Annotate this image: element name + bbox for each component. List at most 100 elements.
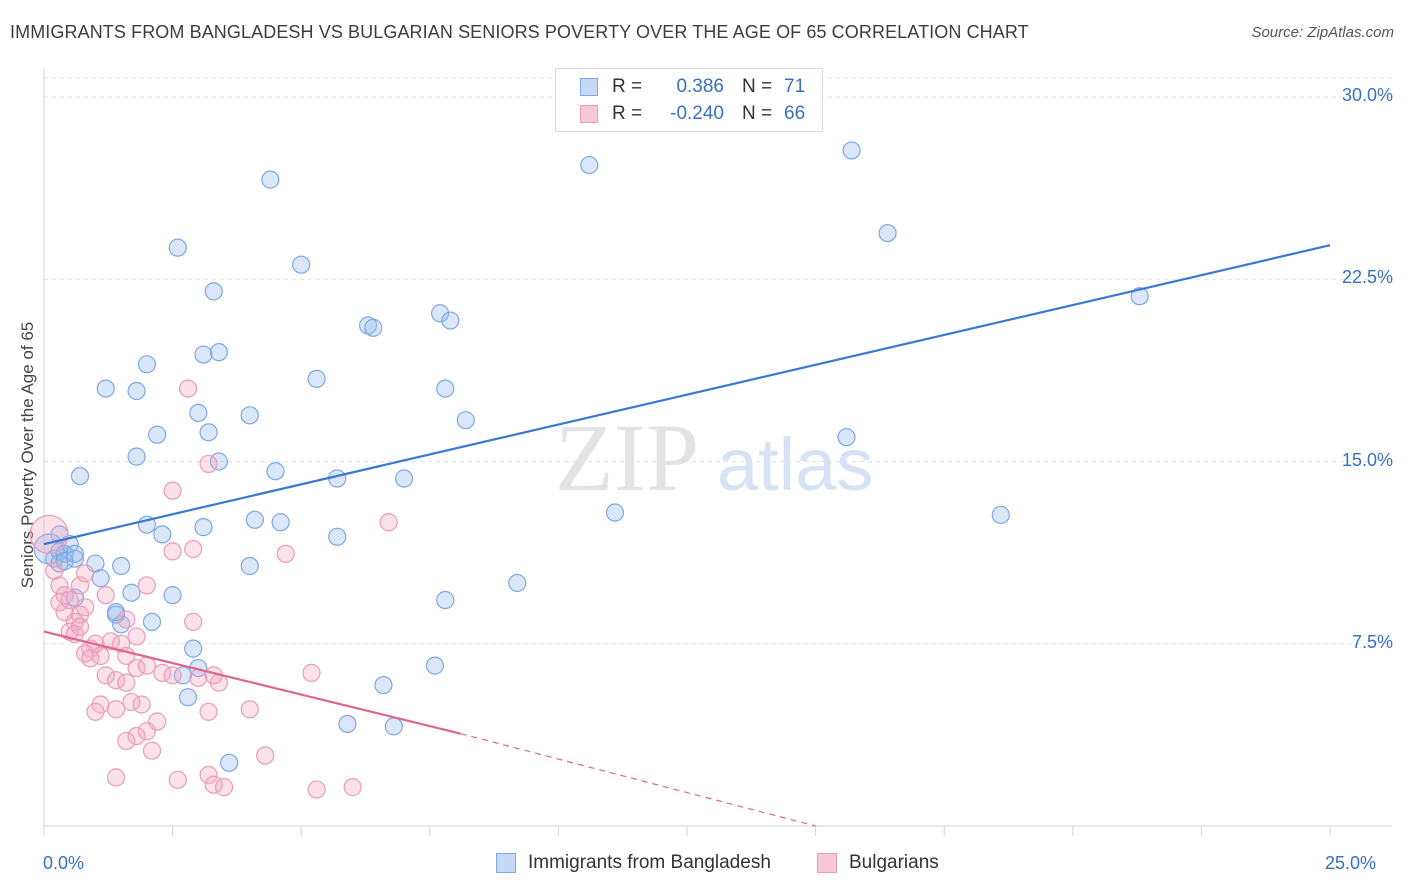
bulgarian-point xyxy=(76,598,95,617)
bangladesh-point xyxy=(328,527,347,546)
bangladesh-point xyxy=(441,311,460,330)
bangladesh-point xyxy=(173,666,192,685)
stats-legend: R = 0.386 N = 71 R = -0.240 N = 66 xyxy=(555,68,823,132)
bangladesh-point xyxy=(245,510,265,529)
watermark-zip: ZIP xyxy=(555,404,699,511)
bangladesh-point xyxy=(364,318,383,337)
bangladesh-point xyxy=(436,590,455,610)
bangladesh-point xyxy=(127,381,146,401)
bangladesh-point xyxy=(1130,287,1149,306)
r-value: 0.386 xyxy=(676,76,724,97)
bangladesh-point xyxy=(436,379,455,398)
bangladesh-point xyxy=(96,379,115,398)
bulgarian-point xyxy=(60,590,79,610)
bangladesh-point xyxy=(508,573,527,593)
bangladesh-point xyxy=(605,503,625,522)
bulgarian-point xyxy=(117,731,136,751)
bangladesh-point xyxy=(65,544,84,563)
bulgarian-point xyxy=(379,513,398,532)
bulgarian-point xyxy=(137,656,156,675)
bangladesh-point xyxy=(991,505,1010,525)
bulgarian-point xyxy=(70,617,90,636)
bulgarian-point xyxy=(81,649,100,668)
bangladesh-point xyxy=(394,469,414,488)
y-tick-label: 22.5% xyxy=(1341,267,1393,288)
n-label: N = xyxy=(742,103,773,124)
bulgarian-point xyxy=(199,702,218,721)
bangladesh-point xyxy=(178,688,198,707)
n-label: N = xyxy=(742,76,773,97)
bulgarian-point xyxy=(96,586,115,605)
bangladesh-trend-line xyxy=(43,244,1331,546)
bulgarian-point xyxy=(163,481,182,500)
bangladesh-point xyxy=(425,656,445,675)
stats-row-bulgarians: R = -0.240 N = 66 xyxy=(556,100,805,128)
bangladesh-point xyxy=(837,428,856,447)
source-label: Source: ZipAtlas.com xyxy=(1251,24,1394,41)
bulgarian-point xyxy=(199,765,218,785)
bulgarian-point xyxy=(106,768,126,787)
legend-swatch-blue xyxy=(580,78,598,96)
bangladesh-point xyxy=(194,518,213,537)
bulgarian-point xyxy=(117,673,136,692)
n-value: 66 xyxy=(784,103,806,124)
bangladesh-point xyxy=(142,612,162,631)
bulgarian-point xyxy=(184,539,203,559)
bangladesh-point xyxy=(106,603,126,622)
bangladesh-point xyxy=(374,675,393,695)
bangladesh-point xyxy=(204,282,223,301)
stats-row-bangladesh: R = 0.386 N = 71 xyxy=(556,73,805,101)
watermark: ZIP atlas xyxy=(555,404,873,511)
chart-title: IMMIGRANTS FROM BANGLADESH VS BULGARIAN … xyxy=(10,22,1029,42)
bangladesh-point xyxy=(430,304,450,323)
bangladesh-point xyxy=(338,714,357,734)
n-value: 71 xyxy=(784,76,806,97)
bulgarian-trend-line xyxy=(43,630,461,735)
bangladesh-point xyxy=(163,586,182,605)
bulgarian-point xyxy=(184,612,203,631)
bangladesh-point xyxy=(209,343,228,362)
bulgarian-point xyxy=(137,576,156,595)
bangladesh-point xyxy=(307,369,326,388)
bulgarian-point xyxy=(168,770,187,789)
bulgarian-point xyxy=(178,379,198,398)
bangladesh-point xyxy=(261,170,280,189)
bangladesh-point xyxy=(70,466,90,486)
bangladesh-point xyxy=(878,223,897,243)
legend-item-bulgarians: Bulgarians xyxy=(817,852,939,874)
bulgarian-trend-extension xyxy=(460,733,816,827)
bulgarian-point xyxy=(163,542,182,561)
bangladesh-point xyxy=(122,583,141,602)
bangladesh-point xyxy=(112,556,131,576)
legend-swatch-pink xyxy=(580,105,598,123)
bulgarian-point xyxy=(343,778,362,797)
bulgarian-point xyxy=(86,702,105,721)
y-tick-label: 7.5% xyxy=(1351,631,1393,652)
axes xyxy=(43,68,1392,836)
y-tick-label: 15.0% xyxy=(1341,449,1393,470)
bulgarian-point xyxy=(96,666,115,685)
bulgarian-point xyxy=(240,700,259,719)
bangladesh-point xyxy=(137,355,156,374)
bulgarian-point xyxy=(127,627,146,646)
bangladesh-point xyxy=(184,639,203,658)
bangladesh-point xyxy=(91,569,110,588)
y-tick-label: 30.0% xyxy=(1341,85,1393,105)
bulgarian-point xyxy=(214,778,234,797)
bulgarian-point xyxy=(163,666,182,685)
bangladesh-point xyxy=(127,447,146,466)
bulgarian-point xyxy=(302,663,321,683)
bangladesh-point xyxy=(240,406,259,425)
bangladesh-point xyxy=(292,255,311,274)
bangladesh-point xyxy=(194,345,213,364)
bangladesh-point xyxy=(189,403,208,422)
bangladesh-point xyxy=(271,513,290,532)
bulgarian-point xyxy=(142,741,162,760)
bulgarian-point xyxy=(55,586,74,605)
data-points xyxy=(29,141,1149,799)
bangladesh-point xyxy=(220,753,239,772)
bulgarian-point xyxy=(127,726,146,746)
bulgarian-point xyxy=(29,514,69,555)
bangladesh-point xyxy=(168,238,187,257)
